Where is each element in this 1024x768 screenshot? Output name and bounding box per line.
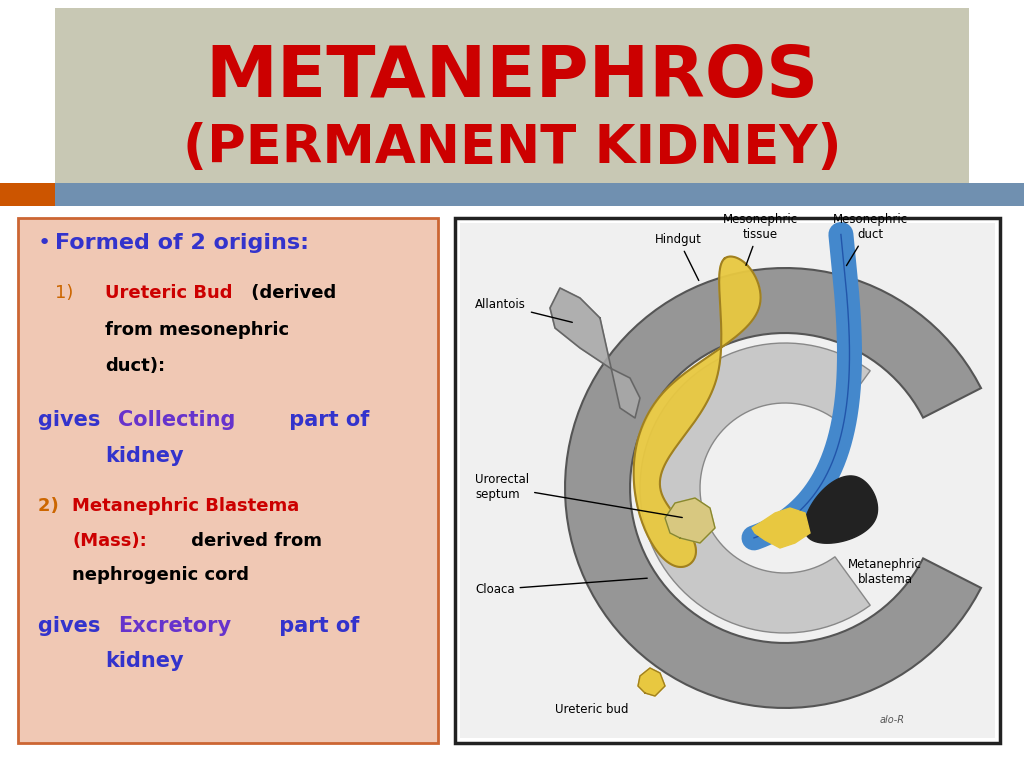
FancyBboxPatch shape [455, 218, 1000, 743]
FancyBboxPatch shape [55, 8, 969, 183]
Text: Metanephric Blastema: Metanephric Blastema [72, 497, 299, 515]
Text: derived from: derived from [185, 532, 322, 550]
Text: gives: gives [38, 616, 108, 636]
PathPatch shape [640, 343, 870, 633]
Text: Mesonephric
tissue: Mesonephric tissue [723, 213, 798, 266]
Text: part of: part of [282, 410, 370, 430]
Text: Urorectal
septum: Urorectal septum [475, 473, 682, 518]
Text: •: • [38, 233, 51, 253]
Text: 2): 2) [38, 497, 65, 515]
Text: Mesonephric
duct: Mesonephric duct [833, 213, 907, 266]
Polygon shape [752, 508, 810, 548]
Text: Cloaca: Cloaca [475, 578, 647, 596]
Polygon shape [550, 288, 640, 418]
Text: gives: gives [38, 410, 108, 430]
Text: part of: part of [272, 616, 359, 636]
Bar [0, 183, 55, 206]
Text: Ureteric Bud: Ureteric Bud [105, 284, 232, 302]
Text: Hindgut: Hindgut [655, 233, 701, 280]
Text: alo-R: alo-R [880, 715, 905, 725]
Text: (derived: (derived [245, 284, 336, 302]
Text: 1): 1) [55, 284, 74, 302]
Text: (PERMANENT KIDNEY): (PERMANENT KIDNEY) [182, 122, 842, 174]
Text: METANEPHROS: METANEPHROS [206, 44, 818, 112]
Text: Excretory: Excretory [118, 616, 231, 636]
FancyBboxPatch shape [18, 218, 438, 743]
PathPatch shape [565, 268, 981, 708]
Text: Allantois: Allantois [475, 298, 572, 323]
FancyBboxPatch shape [460, 223, 995, 738]
Polygon shape [805, 476, 878, 543]
Text: kidney: kidney [105, 651, 183, 671]
Text: nephrogenic cord: nephrogenic cord [72, 566, 249, 584]
Text: (Mass):: (Mass): [72, 532, 146, 550]
Polygon shape [665, 498, 715, 543]
Text: Collecting: Collecting [118, 410, 236, 430]
Text: from mesonephric: from mesonephric [105, 321, 289, 339]
Polygon shape [634, 257, 761, 567]
Polygon shape [638, 668, 665, 696]
Text: Formed of 2 origins:: Formed of 2 origins: [55, 233, 309, 253]
Bar [55, 183, 1024, 206]
Text: duct):: duct): [105, 357, 165, 375]
Text: Ureteric bud: Ureteric bud [555, 703, 629, 716]
Text: kidney: kidney [105, 446, 183, 466]
Text: Metanephric
blastema: Metanephric blastema [848, 558, 922, 586]
